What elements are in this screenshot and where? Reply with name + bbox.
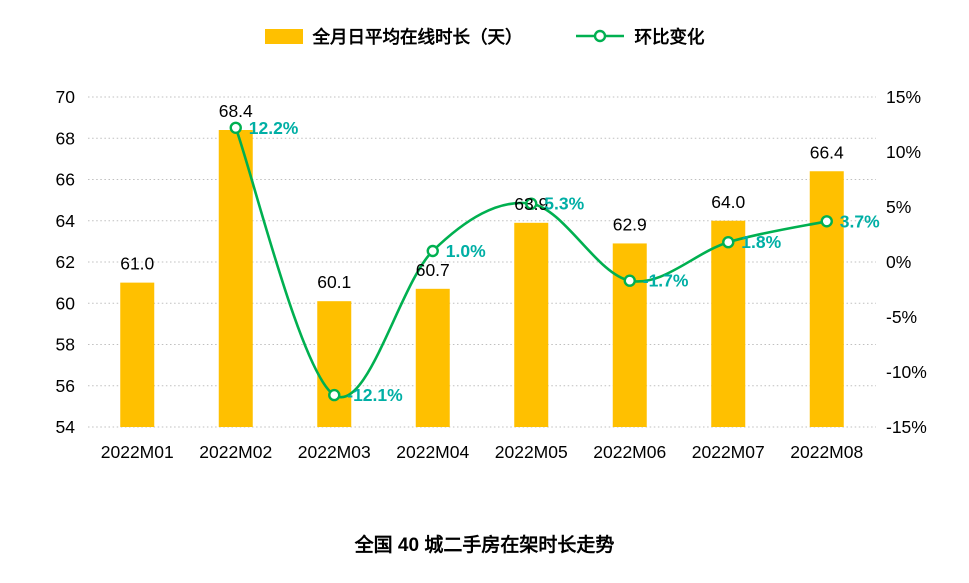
x-axis-category-label: 2022M07 [692, 442, 765, 462]
combo-chart-canvas: 70 68 66 64 62 60 58 56 54 15% 10% 5% 0% -5% -10% -15% 2… [56, 87, 927, 462]
line-value-label: 1.0% [446, 241, 486, 261]
line-marker [525, 197, 538, 210]
bar [415, 288, 450, 427]
bar [514, 222, 549, 427]
left-axis-tick-label: 62 [56, 252, 75, 272]
chart-legend: 全月日平均在线时长（天） 环比变化 [0, 0, 969, 47]
left-axis-tick-label: 56 [56, 376, 75, 396]
bar-value-label: 64.0 [711, 192, 745, 212]
bar [809, 171, 844, 427]
left-axis-tick-label: 66 [56, 170, 75, 190]
line-value-label: 3.7% [840, 211, 880, 231]
left-axis-tick-label: 54 [56, 417, 76, 437]
bar-value-label: 61.0 [120, 254, 154, 274]
x-axis-category-label: 2022M05 [495, 442, 568, 462]
x-axis-category-label: 2022M01 [101, 442, 174, 462]
bar-value-label: 60.7 [416, 260, 450, 280]
bar [612, 243, 647, 427]
left-axis-tick-label: 68 [56, 128, 75, 148]
line-marker [426, 244, 439, 258]
left-axis-tick-label: 60 [56, 293, 76, 313]
line-marker [820, 215, 833, 228]
legend-label-bar-series: 全月日平均在线时长（天） [312, 26, 523, 47]
right-axis-tick-label: -10% [886, 362, 927, 382]
bar [218, 130, 253, 427]
x-axis-category-label: 2022M06 [593, 442, 666, 462]
line-marker [623, 274, 636, 287]
bar [317, 301, 352, 427]
x-axis-category-label: 2022M03 [298, 442, 371, 462]
legend-line-marker [593, 29, 606, 43]
line-marker [229, 121, 242, 135]
bar-value-label: 66.4 [810, 142, 844, 162]
line-value-label: 1.8% [741, 232, 781, 252]
right-axis-tick-label: -15% [886, 417, 927, 437]
line-series-path [234, 126, 829, 399]
line-value-label: -1.7% [643, 271, 689, 291]
chart-title: 全国 40 城二手房在架时长走势 [354, 535, 615, 556]
x-axis-category-label: 2022M02 [199, 442, 272, 462]
bar [711, 220, 746, 427]
x-axis-category-label: 2022M04 [396, 442, 469, 462]
left-axis-tick-label: 64 [56, 211, 76, 231]
right-axis-tick-label: 15% [886, 87, 921, 107]
bar-value-label: 63.9 [514, 194, 548, 214]
bar [120, 282, 155, 427]
x-axis-category-label: 2022M08 [790, 442, 863, 462]
bar-series-swatch [264, 28, 303, 44]
legend-item-bar-series: 全月日平均在线时长（天） [264, 24, 523, 49]
line-series-swatch [575, 28, 625, 44]
right-axis-tick-label: 0% [886, 252, 911, 272]
line-marker [328, 388, 341, 402]
bar-value-label: 62.9 [613, 214, 647, 234]
left-axis-tick-label: 70 [56, 87, 76, 107]
bar-value-label: 60.1 [317, 272, 351, 292]
right-axis-tick-label: 5% [886, 197, 911, 217]
line-value-label: -12.1% [347, 385, 403, 405]
left-axis-tick-label: 58 [56, 335, 75, 355]
bar-value-label: 68.4 [219, 101, 253, 121]
legend-item-line-series: 环比变化 [575, 24, 705, 49]
line-value-label: 5.3% [544, 194, 584, 214]
line-value-label: 12.2% [249, 118, 299, 138]
right-axis-tick-label: 10% [886, 142, 921, 162]
right-axis-tick-label: -5% [886, 307, 917, 327]
legend-label-line-series: 环比变化 [634, 26, 705, 47]
line-marker [722, 235, 735, 249]
